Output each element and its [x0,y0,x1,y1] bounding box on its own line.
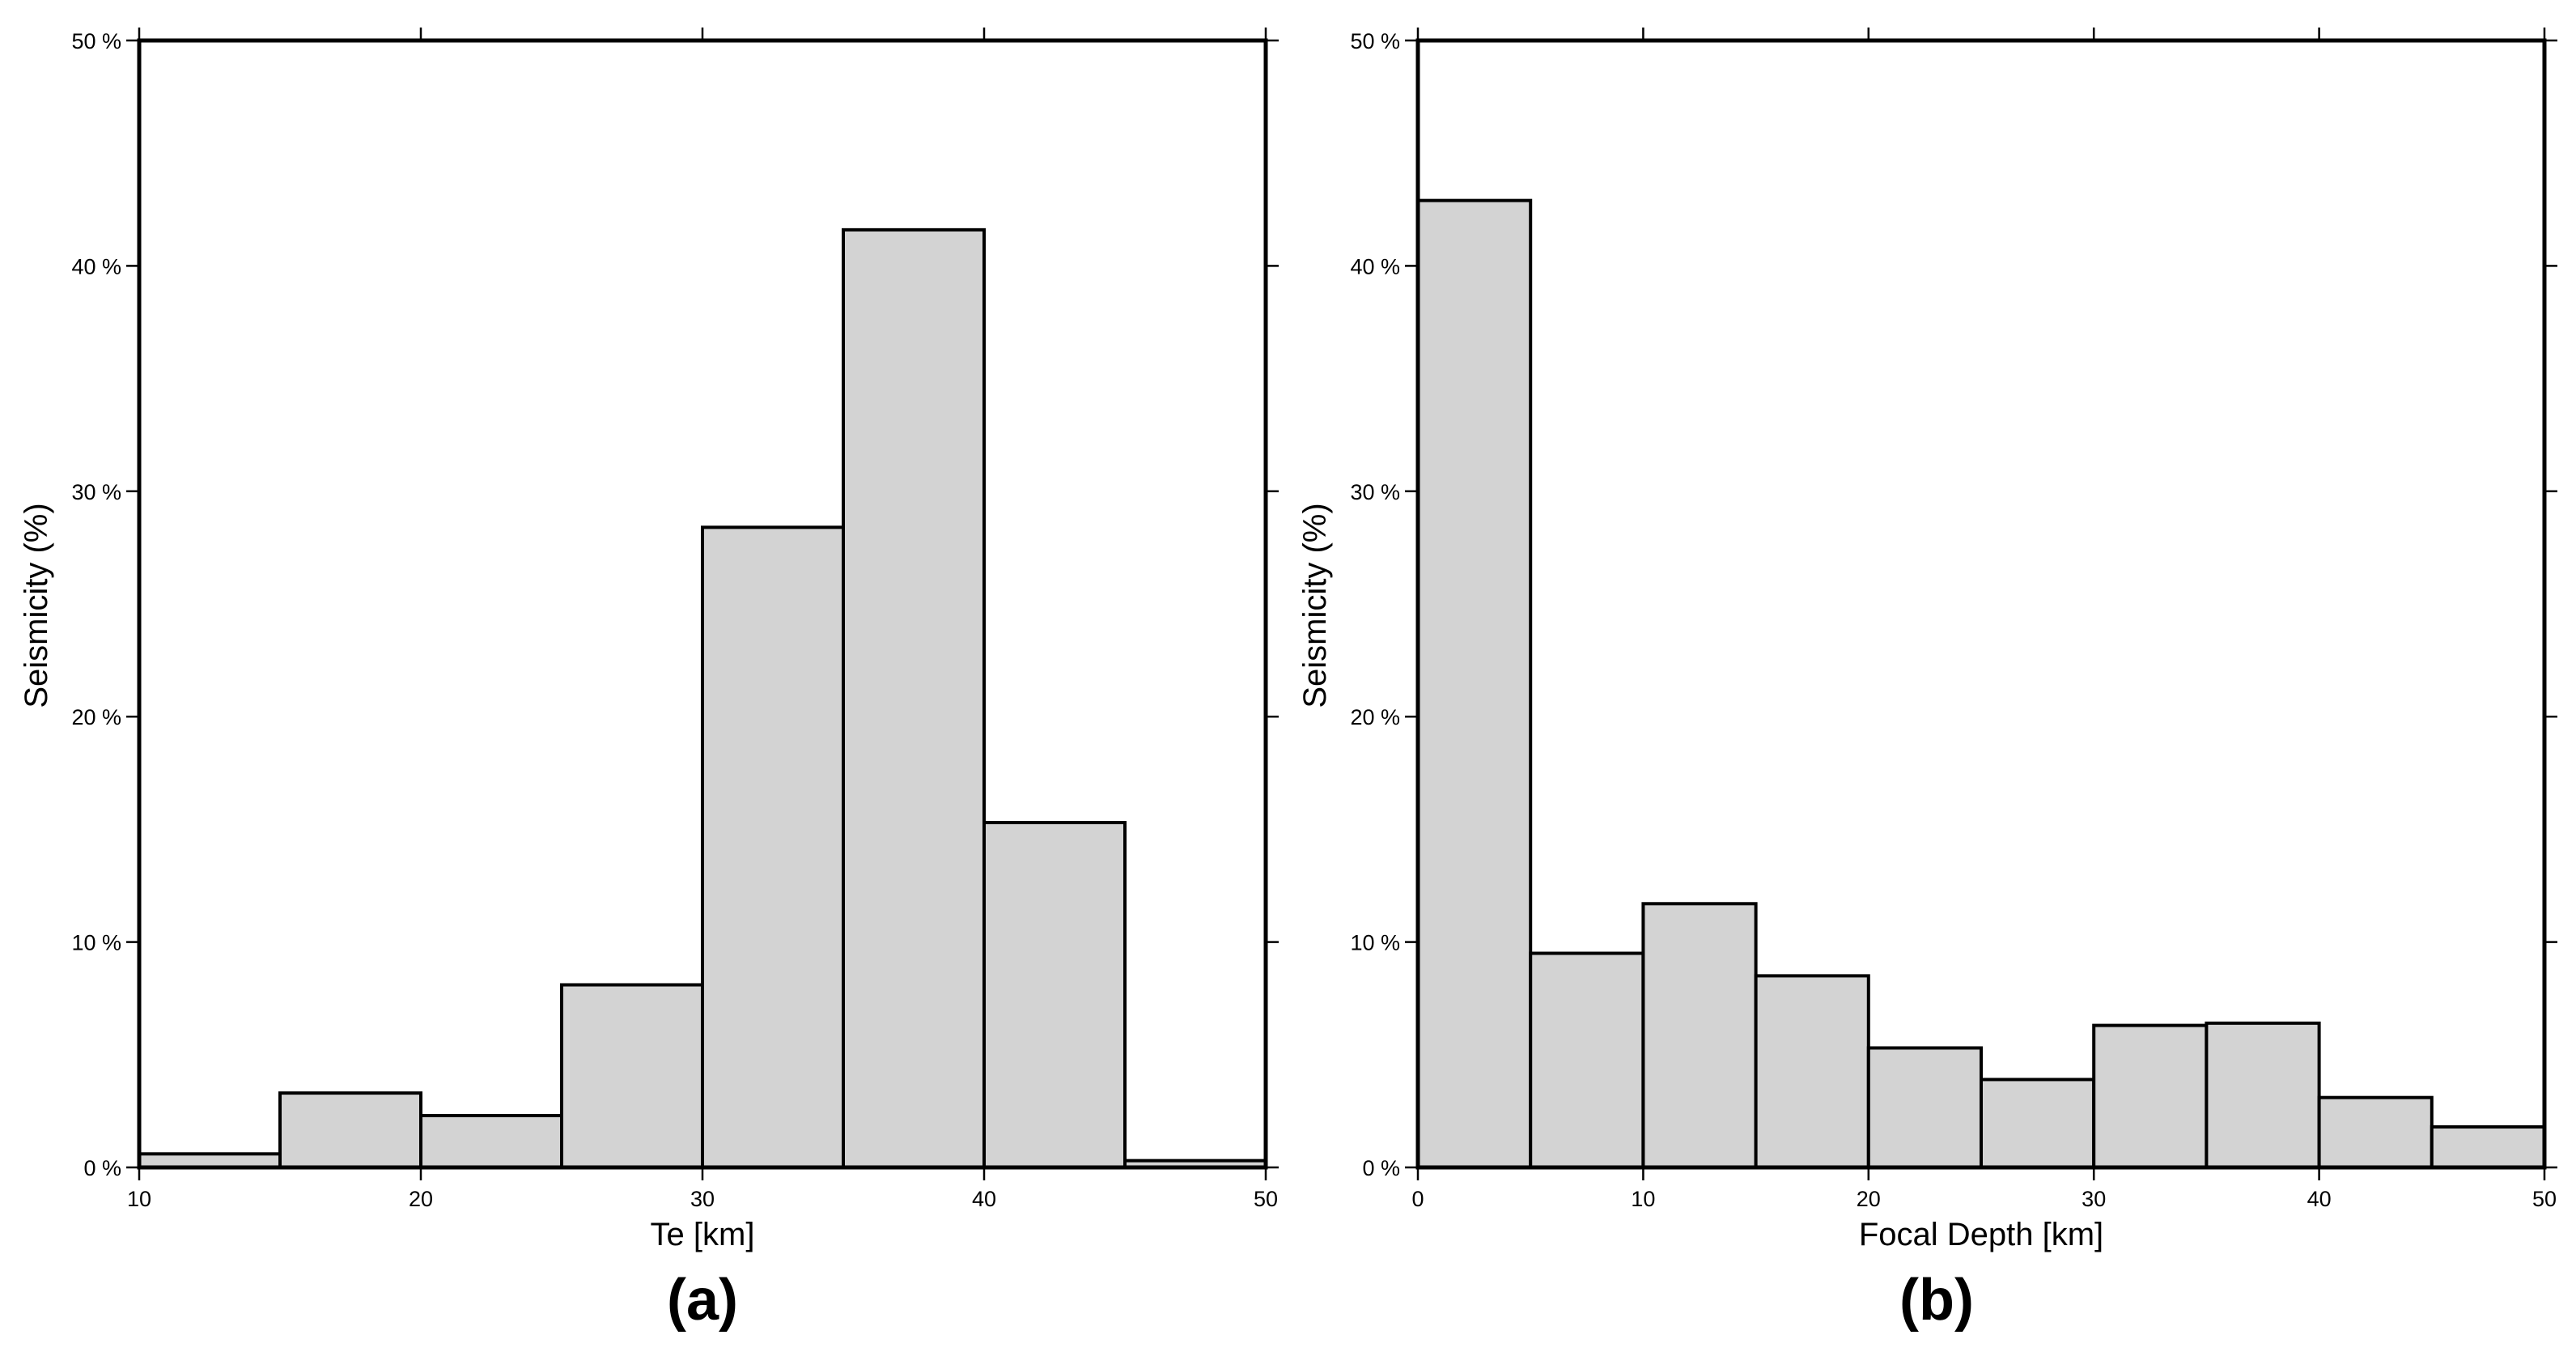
panel-b-bar-5 [1980,1078,2096,1169]
panel-a-ytick-label-3: 30 % [71,480,121,504]
panel-b-ytick-label-0: 0 % [1362,1156,1400,1180]
panel-b-ytick-label-1: 10 % [1350,931,1400,955]
panel-b-bar-3 [1754,974,1870,1169]
panel-b-bar-1 [1529,951,1645,1170]
panel-a-ytick-label-1: 10 % [71,931,121,955]
panel-a-bar-5 [842,227,986,1170]
panel-b-frame [1415,38,2547,1170]
panel-b-label: (b) [1899,1268,1974,1333]
panel-b-ytick-label-2: 20 % [1350,705,1400,729]
panel-b-bar-7 [2205,1021,2321,1169]
panel-a-ytick-label-2: 20 % [71,705,121,729]
panel-b-bar-8 [2317,1095,2434,1170]
panel-b-xtick-label-4: 40 [2307,1187,2332,1211]
panel-b-xlabel: Focal Depth [km] [1859,1217,2103,1252]
panel-a-ytick-label-5: 50 % [71,29,121,53]
panel-b-xtick-label-0: 0 [1411,1187,1424,1211]
panel-b-ytick-label-5: 50 % [1350,29,1400,53]
panel-a-xtick-label-4: 50 [1254,1187,1278,1211]
panel-a-bar-3 [560,983,704,1169]
panel-b-bar-6 [2092,1023,2209,1170]
panel-b-xtick-label-2: 20 [1857,1187,1881,1211]
panel-b-bar-0 [1416,198,1533,1170]
panel-b-xtick-label-5: 50 [2532,1187,2557,1211]
panel-a-bar-1 [278,1091,422,1170]
panel-a-label: (a) [667,1268,738,1333]
panel-a-ytick-label-4: 40 % [71,254,121,278]
panel-a-xtick-label-3: 40 [972,1187,996,1211]
panel-a-bar-6 [982,821,1127,1169]
panel-a-histogram: Te [km] Seismicity (%) (a) 10 20 30 40 50 0 %… [19,28,1279,1333]
panel-b-ytick-label-4: 40 % [1350,254,1400,278]
panel-b-ylabel: Seismicity (%) [1297,503,1333,708]
panel-a-xtick-label-0: 10 [127,1187,151,1211]
panel-b-bar-4 [1866,1046,1984,1169]
panel-a-ytick-label-0: 0 % [83,1156,121,1180]
panel-b-ytick-label-3: 30 % [1350,480,1400,504]
panel-b-xtick-label-3: 30 [2082,1187,2106,1211]
panel-b-bar-2 [1641,902,1758,1169]
panel-a-bar-0 [138,1152,282,1170]
panel-a-xlabel: Te [km] [651,1217,755,1252]
panel-a-ylabel: Seismicity (%) [19,503,54,708]
panel-b-bar-9 [2430,1125,2547,1169]
panel-b-histogram: Focal Depth [km] Seismicity (%) (b) 0 10 2… [1297,28,2557,1333]
panel-a-xtick-label-2: 30 [690,1187,715,1211]
panel-a-bar-2 [419,1113,563,1170]
panel-b-xtick-label-1: 10 [1631,1187,1655,1211]
panel-a-bar-4 [701,525,845,1169]
panel-a-xtick-label-1: 20 [409,1187,433,1211]
